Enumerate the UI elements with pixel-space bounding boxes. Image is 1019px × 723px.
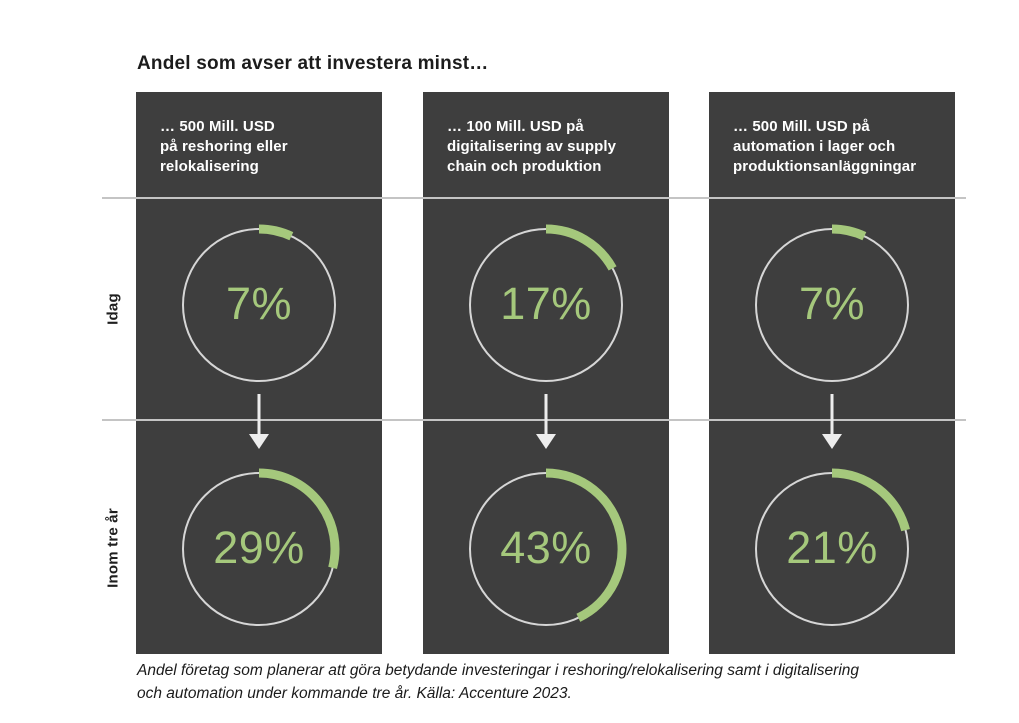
panel-reshoring-header: … 500 Mill. USD på reshoring eller relok…: [160, 118, 288, 175]
donut-cell-reshoring-idag: 7%: [175, 221, 343, 389]
panel-digitalisering: … 100 Mill. USD på digitalisering av sup…: [423, 92, 669, 654]
chart-title: Andel som avser att investera minst…: [137, 53, 489, 74]
row-label-idag: Idag: [104, 293, 122, 325]
donut-arc: [545, 468, 627, 622]
donut-arc: [258, 224, 294, 241]
donut-chart: [182, 468, 340, 626]
donut-value: 21%: [786, 522, 878, 573]
panel-reshoring: … 500 Mill. USD på reshoring eller relok…: [136, 92, 382, 654]
donut-cell-reshoring-tre-ar: 29%: [175, 465, 343, 633]
arrow-down-icon: [249, 394, 269, 449]
caption-line-2: och automation under kommande tre år. Kä…: [137, 684, 572, 702]
donut-cell-digitalisering-idag: 17%: [462, 221, 630, 389]
donut-arc: [831, 468, 910, 532]
donut-chart: [755, 468, 910, 626]
donut-arc: [545, 224, 617, 271]
chart-caption: Andel företag som planerar att göra bety…: [137, 660, 1017, 706]
panel-digitalisering-header: … 100 Mill. USD på digitalisering av sup…: [447, 118, 617, 175]
arrow-down-icon: [822, 394, 842, 449]
donut-cell-automation-tre-ar: 21%: [748, 465, 916, 633]
row-label-inom-tre-ar: Inom tre år: [104, 508, 122, 588]
panel-automation-header: … 500 Mill. USD på automation i lager oc…: [733, 118, 917, 175]
donut-chart: [755, 224, 909, 382]
donut-value: 17%: [500, 278, 592, 329]
donut-chart: [469, 468, 627, 626]
donut-chart: [182, 224, 336, 382]
panel-automation: … 500 Mill. USD på automation i lager oc…: [709, 92, 955, 654]
donut-value: 43%: [500, 522, 592, 573]
donut-cell-digitalisering-tre-ar: 43%: [462, 465, 630, 633]
donut-arc: [258, 468, 340, 570]
donut-arc: [831, 224, 867, 241]
donut-cell-automation-idag: 7%: [748, 221, 916, 389]
donut-value: 7%: [798, 278, 866, 329]
donut-value: 29%: [213, 522, 305, 573]
row-divider-top: [102, 197, 966, 199]
donut-value: 7%: [225, 278, 293, 329]
arrow-down-icon: [536, 394, 556, 449]
caption-line-1: Andel företag som planerar att göra bety…: [137, 662, 859, 679]
donut-chart: [469, 224, 623, 382]
row-divider-bottom: [102, 419, 966, 421]
